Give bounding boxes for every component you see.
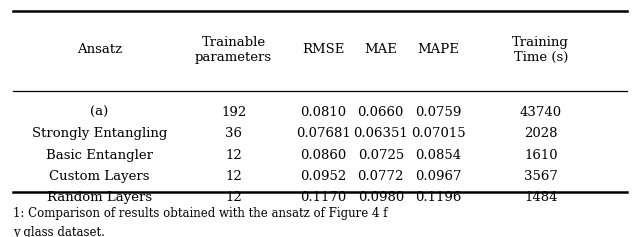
Text: Strongly Entangling: Strongly Entangling: [31, 128, 167, 140]
Text: Random Layers: Random Layers: [47, 191, 152, 204]
Text: 0.0860: 0.0860: [300, 149, 346, 162]
Text: Trainable
parameters: Trainable parameters: [195, 36, 272, 64]
Text: MAPE: MAPE: [417, 43, 460, 56]
Text: 12: 12: [225, 170, 242, 183]
Text: 192: 192: [221, 106, 246, 119]
Text: 0.0952: 0.0952: [300, 170, 346, 183]
Text: 1610: 1610: [524, 149, 557, 162]
Text: 0.07681: 0.07681: [296, 128, 351, 140]
Text: Ansatz: Ansatz: [77, 43, 122, 56]
Text: Custom Layers: Custom Layers: [49, 170, 150, 183]
Text: 0.0725: 0.0725: [358, 149, 404, 162]
Text: 0.0980: 0.0980: [358, 191, 404, 204]
Text: MAE: MAE: [364, 43, 397, 56]
Text: 0.0660: 0.0660: [358, 106, 404, 119]
Text: Basic Entangler: Basic Entangler: [45, 149, 153, 162]
Text: 0.0854: 0.0854: [415, 149, 461, 162]
Text: y glass dataset.: y glass dataset.: [13, 226, 105, 237]
Text: 36: 36: [225, 128, 242, 140]
Text: 0.1170: 0.1170: [300, 191, 346, 204]
Text: 0.06351: 0.06351: [353, 128, 408, 140]
Text: 2028: 2028: [524, 128, 557, 140]
Text: 3567: 3567: [524, 170, 557, 183]
Text: 0.07015: 0.07015: [411, 128, 466, 140]
Text: 0.0967: 0.0967: [415, 170, 461, 183]
Text: 12: 12: [225, 191, 242, 204]
Text: (a): (a): [90, 106, 108, 119]
Text: RMSE: RMSE: [302, 43, 344, 56]
Text: 1: Comparison of results obtained with the ansatz of Figure 4 f: 1: Comparison of results obtained with t…: [13, 207, 387, 220]
Text: 1484: 1484: [524, 191, 557, 204]
Text: 43740: 43740: [520, 106, 562, 119]
Text: 12: 12: [225, 149, 242, 162]
Text: 0.0810: 0.0810: [300, 106, 346, 119]
Text: Training
Time (s): Training Time (s): [513, 36, 569, 64]
Text: 0.0772: 0.0772: [358, 170, 404, 183]
Text: 0.1196: 0.1196: [415, 191, 461, 204]
Text: 0.0759: 0.0759: [415, 106, 461, 119]
